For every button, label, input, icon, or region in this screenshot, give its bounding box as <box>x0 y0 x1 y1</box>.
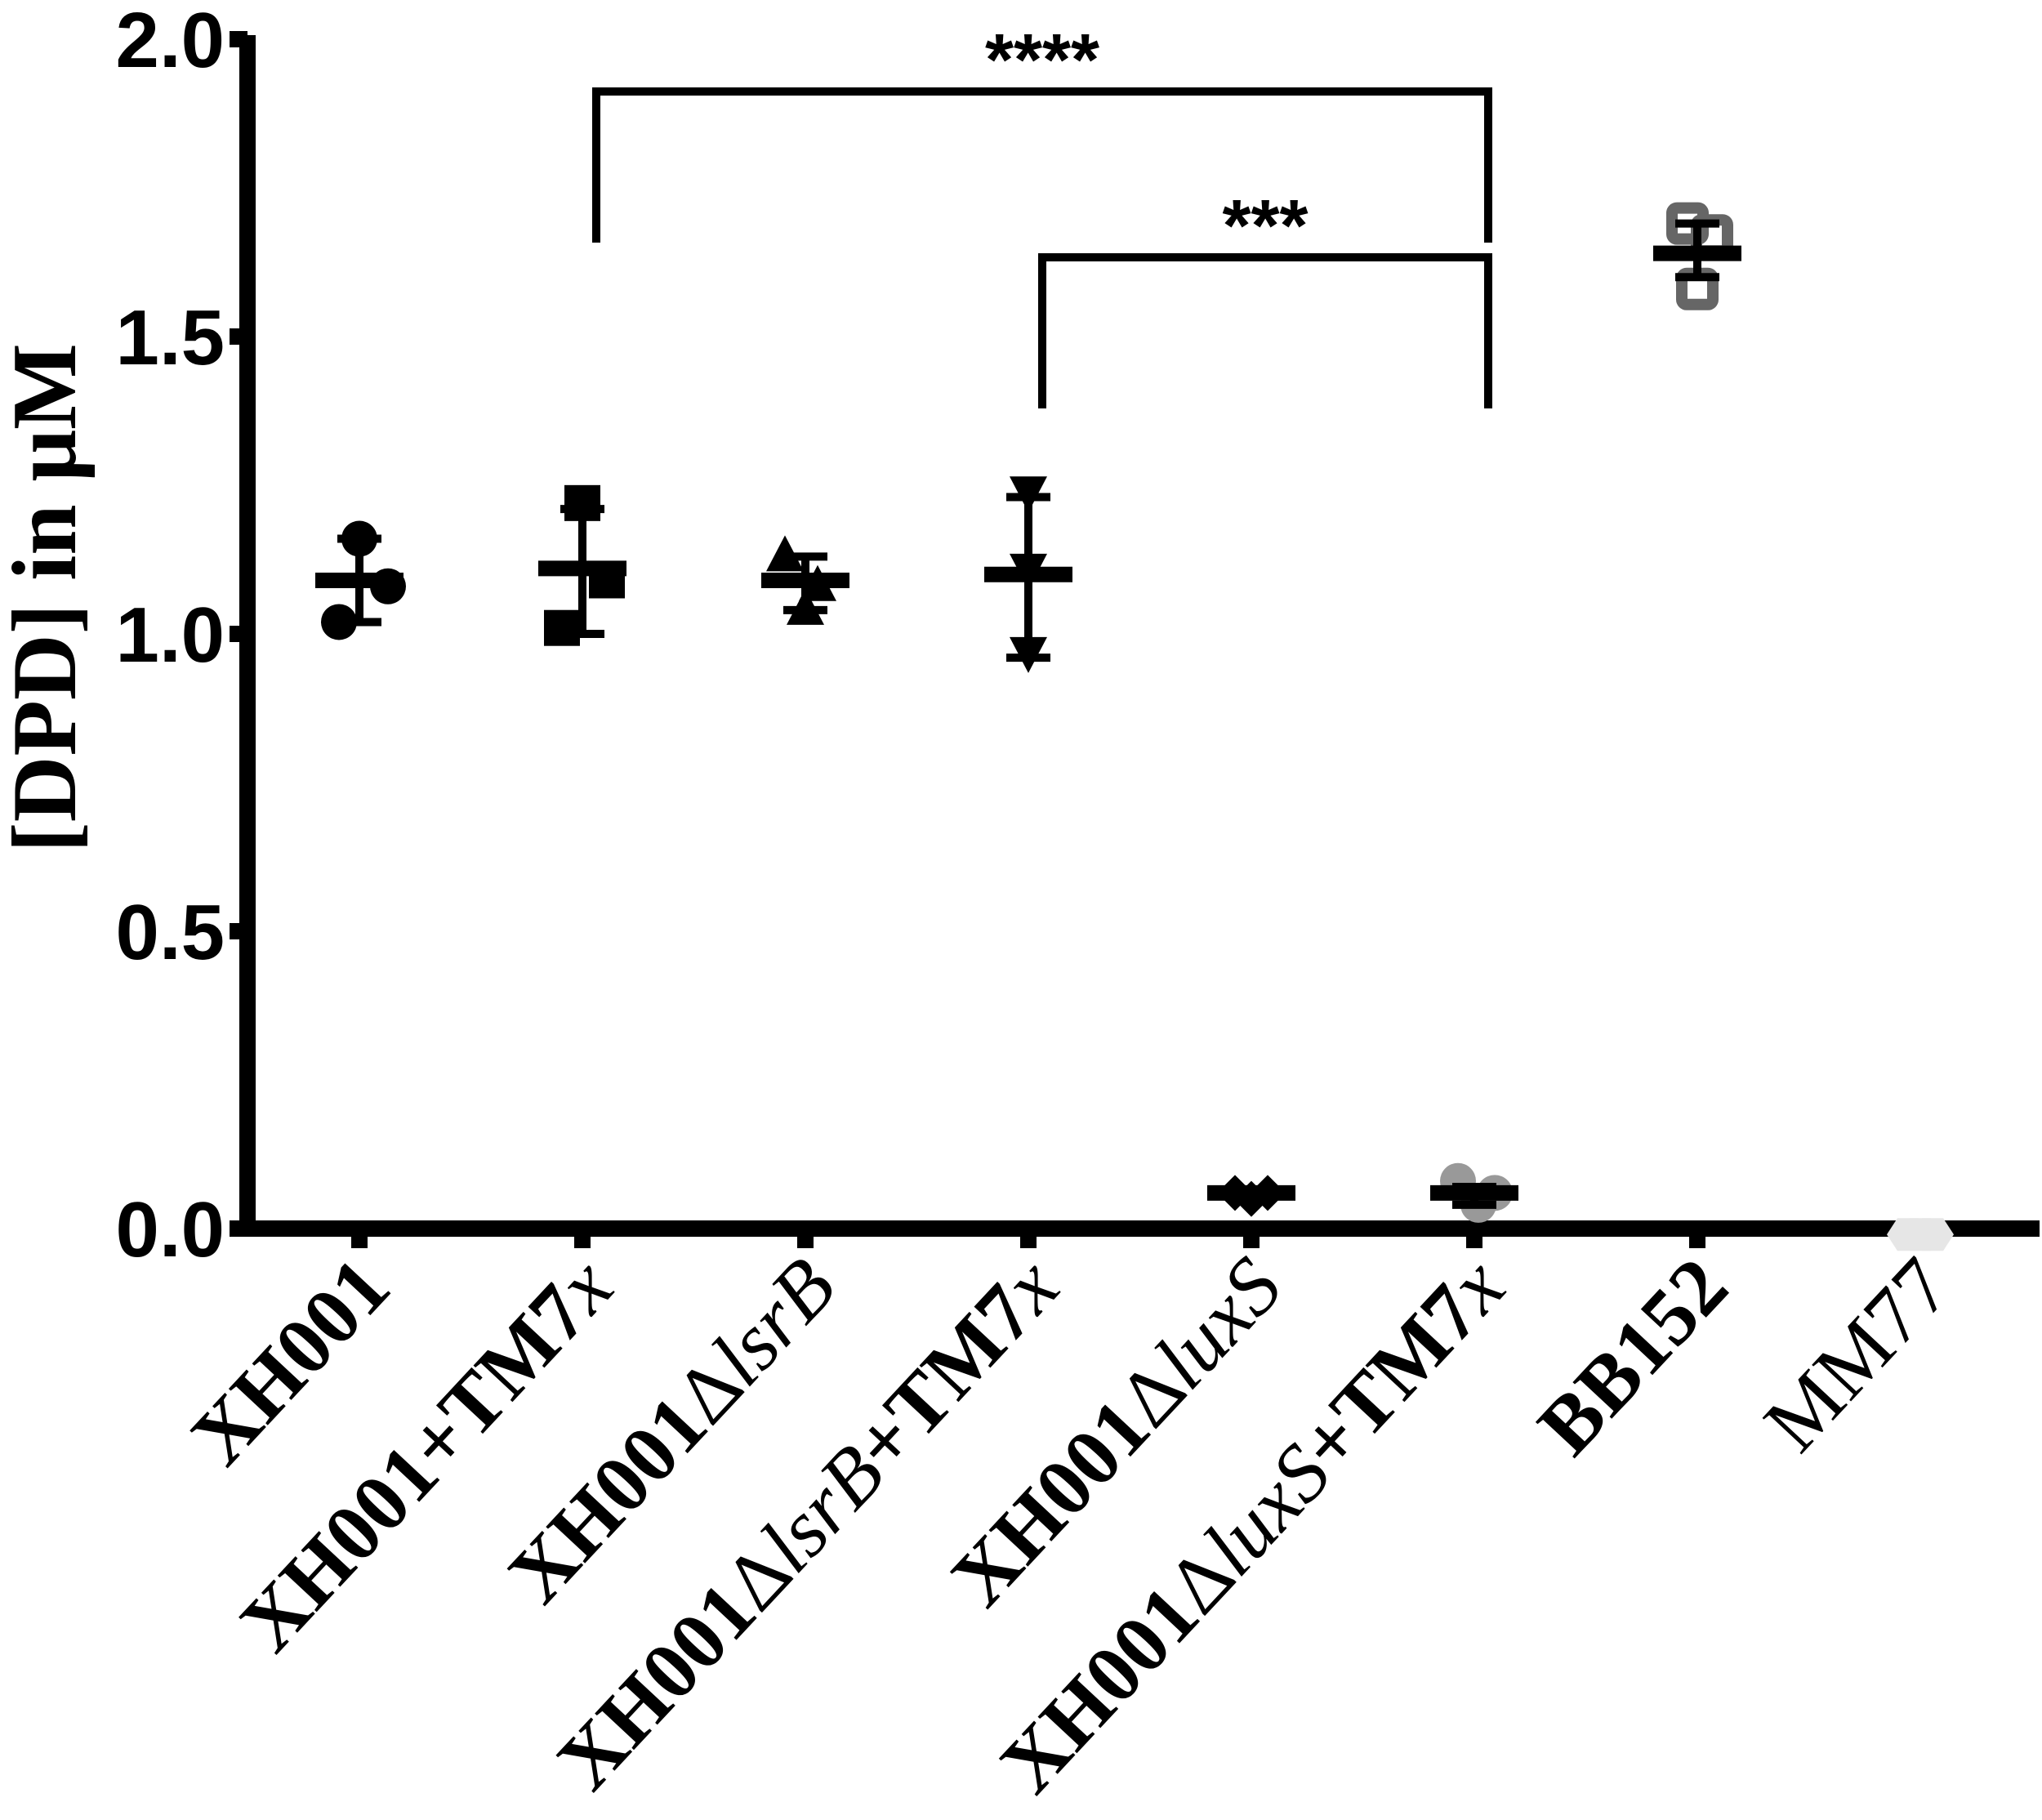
x-tick-label: MM77 <box>1746 1241 1968 1469</box>
y-tick-label: 1.0 <box>116 591 225 679</box>
x-tick-label-part: +TM7 <box>836 1267 1051 1489</box>
x-tick-label-part: BB152 <box>1521 1241 1745 1472</box>
y-axis: 0.0 0.5 1.0 1.5 2.0 <box>116 0 256 1274</box>
y-axis-label: [DPD] in μM <box>0 343 96 852</box>
x-tick-label-part: XH001 <box>983 1568 1216 1809</box>
x-tick-label-part: XH001 <box>540 1565 774 1806</box>
data-point-square <box>544 609 580 646</box>
significance-brackets: ******* <box>592 20 1492 408</box>
x-tick-label-part: +TM7 <box>1282 1267 1497 1489</box>
y-axis-title: [DPD] in μM <box>0 343 96 852</box>
y-tick-label: 2.0 <box>116 0 225 84</box>
significance-bracket <box>592 87 1492 243</box>
error-bars <box>315 219 1741 1209</box>
data-point-hexagon <box>1899 1218 1942 1251</box>
y-tick-label: 1.5 <box>116 294 225 381</box>
y-tick-label: 0.5 <box>116 889 225 976</box>
y-tick-label: 0.0 <box>116 1186 225 1274</box>
data-points <box>321 202 1954 1251</box>
x-axis <box>239 1220 2040 1248</box>
x-axis-tick-labels: XH001XH001+TM7xXH001ΔlsrBXH001ΔlsrB+TM7x… <box>173 1241 1968 1810</box>
significance-label: *** <box>1222 185 1308 267</box>
significance-label: **** <box>985 20 1099 101</box>
significance-bracket <box>1038 253 1492 408</box>
x-tick-label-part: MM77 <box>1746 1241 1968 1469</box>
x-tick-label: BB152 <box>1521 1241 1745 1472</box>
